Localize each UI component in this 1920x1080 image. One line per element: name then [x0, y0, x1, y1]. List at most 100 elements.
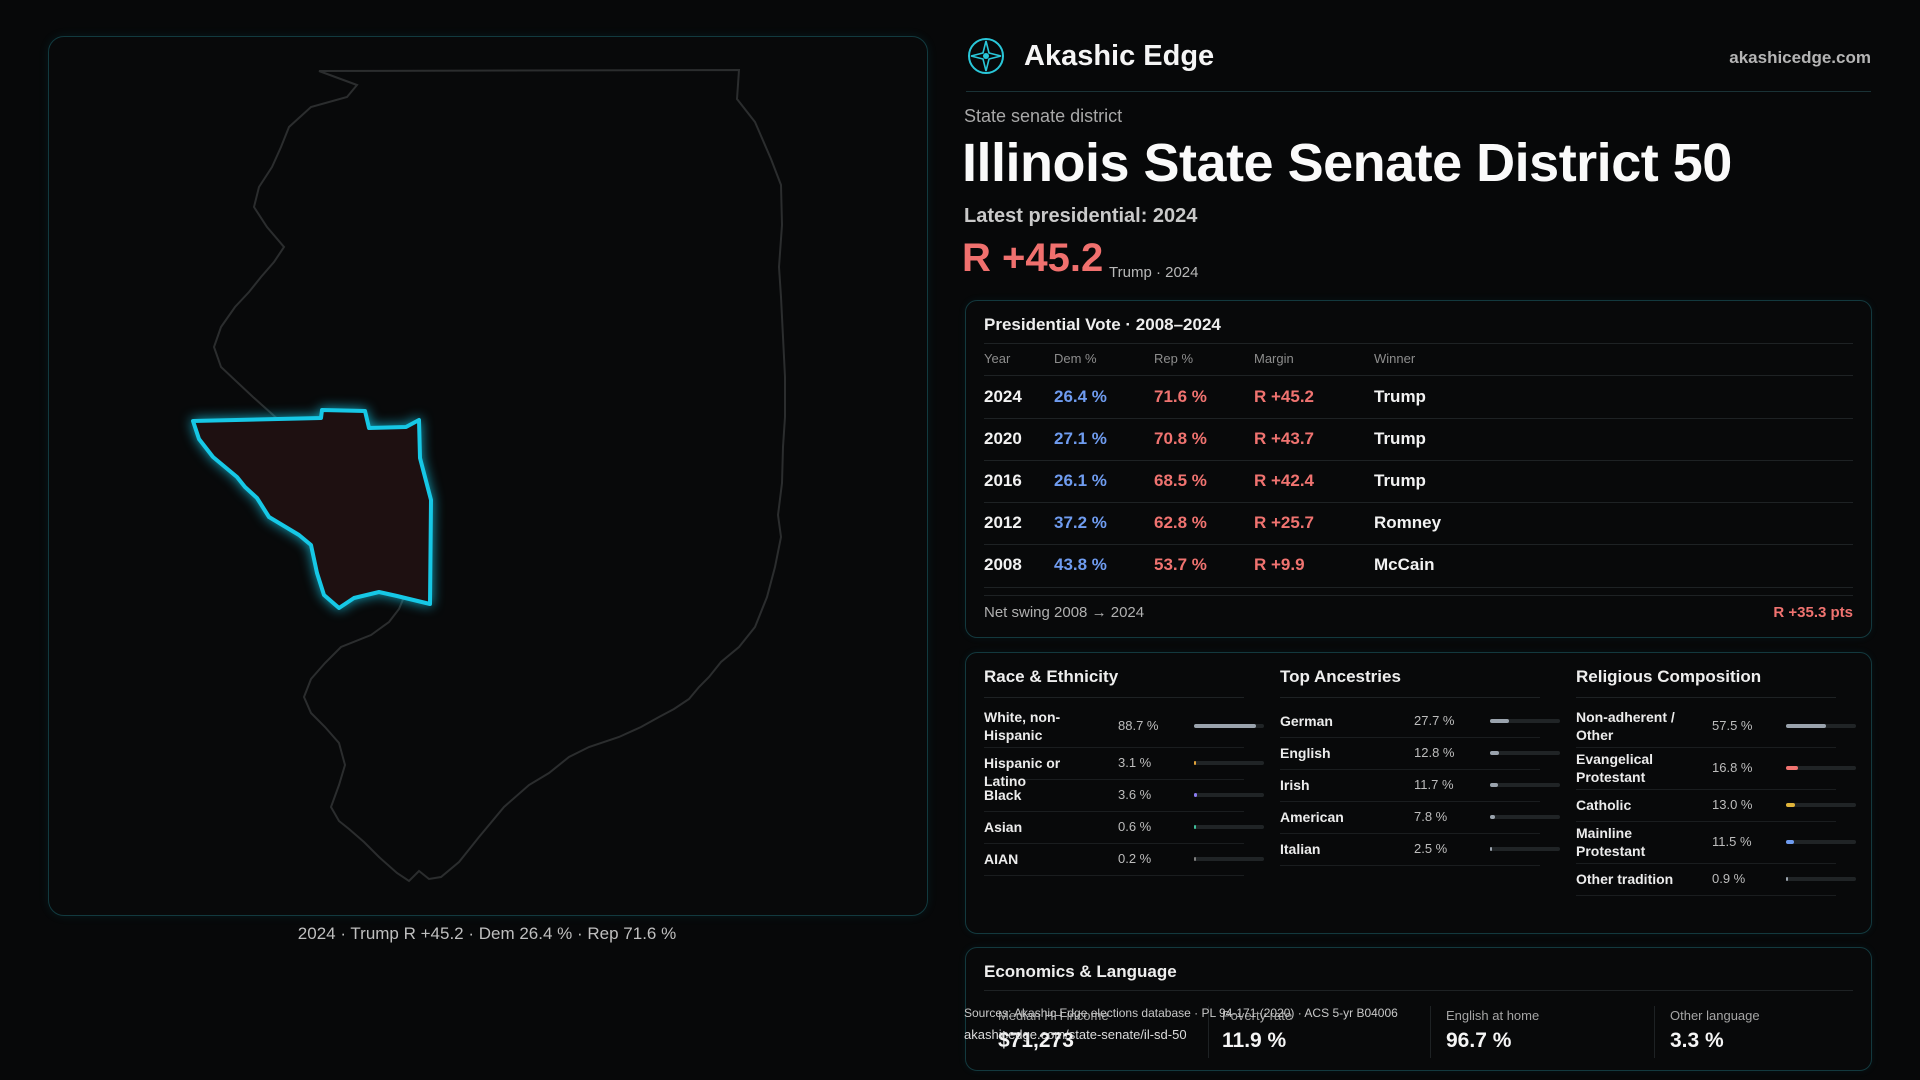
divider [1576, 697, 1836, 698]
presidential-vote-card: Presidential Vote · 2008–2024 Year Dem %… [965, 300, 1872, 638]
divider [984, 587, 1853, 588]
econ-value: 3.3 % [1670, 1029, 1724, 1052]
site-url-link[interactable]: akashicedge.com [1729, 48, 1871, 67]
page-title: Illinois State Senate District 50 [962, 133, 1732, 193]
share-bar-fill [1490, 783, 1498, 787]
row-margin: R +42.4 [1254, 471, 1315, 490]
share-bar [1786, 803, 1856, 807]
row-rep: 71.6 % [1154, 387, 1207, 406]
item-label: Mainline Protestant [1576, 825, 1646, 859]
item-value: 57.5 % [1712, 718, 1753, 733]
item-label: Other tradition [1576, 871, 1674, 887]
ancestries-panel: Top Ancestries German 27.7 % English 12.8 %… [1262, 653, 1560, 933]
district-50-boundary[interactable] [191, 408, 433, 610]
row-dem: 43.8 % [1054, 555, 1107, 574]
econ-value: 96.7 % [1446, 1029, 1512, 1052]
list-item: Mainline Protestant 11.5 % [1576, 821, 1856, 864]
row-dem: 26.4 % [1054, 387, 1107, 406]
map-caption: 2024 · Trump R +45.2 · Dem 26.4 % · Rep … [297, 924, 677, 943]
list-item: Evangelical Protestant 16.8 % [1576, 747, 1856, 790]
latest-presidential-label: Latest presidential: 2024 [964, 205, 1198, 227]
col-header-dem: Dem % [1054, 351, 1097, 366]
divider [1208, 1006, 1209, 1058]
econ-label: Median HH income [998, 1008, 1109, 1023]
presidential-card-title: Presidential Vote · 2008–2024 [984, 315, 1221, 334]
row-year: 2012 [984, 513, 1022, 532]
list-item: White, non-Hispanic 88.7 % [984, 705, 1264, 748]
econ-poverty-rate: Poverty rate 11.9 % [1222, 1008, 1292, 1053]
item-value: 2.5 % [1414, 841, 1448, 856]
religion-panel: Religious Composition Non-adherent / Oth… [1558, 653, 1856, 933]
econ-label: Poverty rate [1222, 1008, 1293, 1023]
row-rep: 70.8 % [1154, 429, 1207, 448]
share-bar-fill [1490, 847, 1492, 851]
row-margin: R +9.9 [1254, 555, 1305, 574]
religion-title: Religious Composition [1576, 667, 1762, 686]
item-label: AIAN [984, 851, 1019, 867]
share-bar-fill [1786, 766, 1798, 770]
state-outline [212, 68, 786, 883]
row-dem: 26.1 % [1054, 471, 1107, 490]
district-type: State senate district [964, 106, 1123, 126]
share-bar [1194, 761, 1264, 765]
share-bar [1490, 783, 1560, 787]
item-label: Catholic [1576, 797, 1632, 813]
list-item: Irish 11.7 % [1280, 769, 1560, 802]
divider [984, 502, 1853, 503]
share-bar [1194, 793, 1264, 797]
item-label: White, non-Hispanic [984, 709, 1061, 743]
economics-title: Economics & Language [984, 962, 1177, 981]
page-url-link[interactable]: akashicedge.com/state-senate/il-sd-50 [964, 1027, 1187, 1042]
share-bar [1490, 751, 1560, 755]
share-bar [1490, 815, 1560, 819]
item-label: German [1280, 713, 1333, 729]
list-item: Hispanic or Latino 3.1 % [984, 747, 1264, 789]
race-ethnicity-panel: Race & Ethnicity White, non-Hispanic 88.7… [966, 653, 1264, 933]
demographics-card: Race & Ethnicity White, non-Hispanic 88.7… [965, 652, 1872, 934]
list-item: Catholic 13.0 % [1576, 789, 1856, 822]
share-bar [1490, 719, 1560, 723]
table-row: 2020 27.1 % 70.8 % R +43.7 Trump [966, 419, 1871, 460]
row-year: 2020 [984, 429, 1022, 448]
header-divider [966, 91, 1871, 92]
divider [984, 595, 1853, 596]
list-item: Asian 0.6 % [984, 811, 1264, 844]
item-label: Black [984, 787, 1022, 803]
divider [1430, 1006, 1431, 1058]
latest-margin: R +45.2 [962, 236, 1104, 280]
row-margin: R +25.7 [1254, 513, 1315, 532]
econ-value: $71,273 [998, 1029, 1074, 1052]
divider [984, 418, 1853, 419]
econ-other-language: Other language 3.3 % [1670, 1008, 1760, 1053]
list-item: Non-adherent / Other 57.5 % [1576, 705, 1856, 748]
share-bar-fill [1786, 724, 1826, 728]
share-bar-fill [1194, 857, 1196, 861]
district-map[interactable] [48, 36, 928, 916]
econ-median-income: Median HH income $71,273 [998, 1008, 1109, 1053]
econ-english-home: English at home 96.7 % [1446, 1008, 1539, 1053]
item-value: 27.7 % [1414, 713, 1455, 728]
share-bar-fill [1786, 877, 1788, 881]
share-bar-fill [1490, 815, 1495, 819]
brand-name: Akashic Edge [1024, 39, 1215, 72]
row-year: 2008 [984, 555, 1022, 574]
sources-note: Sources: Akashic Edge elections database… [964, 1006, 1398, 1020]
share-bar [1194, 724, 1264, 728]
list-item: Other tradition 0.9 % [1576, 863, 1856, 896]
divider [984, 544, 1853, 545]
table-row: 2012 37.2 % 62.8 % R +25.7 Romney [966, 503, 1871, 544]
latest-margin-note: Trump · 2024 [1109, 264, 1199, 281]
row-margin: R +43.7 [1254, 429, 1315, 448]
row-winner: Romney [1374, 513, 1442, 532]
row-rep: 62.8 % [1154, 513, 1207, 532]
brand[interactable]: Akashic Edge [966, 36, 1214, 76]
table-row: 2024 26.4 % 71.6 % R +45.2 Trump [966, 377, 1871, 418]
item-value: 3.6 % [1118, 787, 1152, 802]
divider [984, 990, 1853, 991]
col-header-rep: Rep % [1154, 351, 1194, 366]
row-winner: Trump [1374, 429, 1426, 448]
table-row: 2008 43.8 % 53.7 % R +9.9 McCain [966, 545, 1871, 586]
share-bar-fill [1786, 803, 1795, 807]
share-bar [1786, 877, 1856, 881]
list-item: Italian 2.5 % [1280, 833, 1560, 866]
